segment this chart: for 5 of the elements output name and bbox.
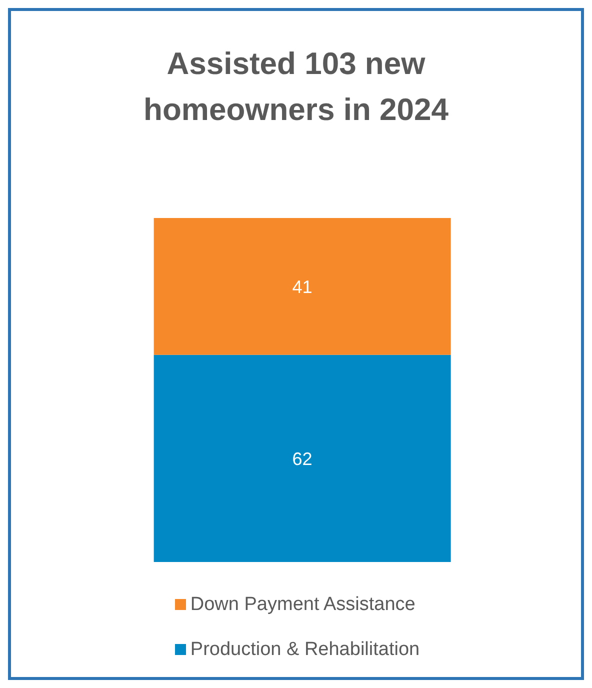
data-label: 41 — [292, 276, 312, 297]
chart-title: Assisted 103 new homeowners in 2024 — [142, 45, 450, 129]
legend-label: Production & Rehabilitation — [190, 639, 420, 660]
legend-label: Down Payment Assistance — [190, 594, 416, 615]
data-label: 62 — [292, 448, 312, 469]
